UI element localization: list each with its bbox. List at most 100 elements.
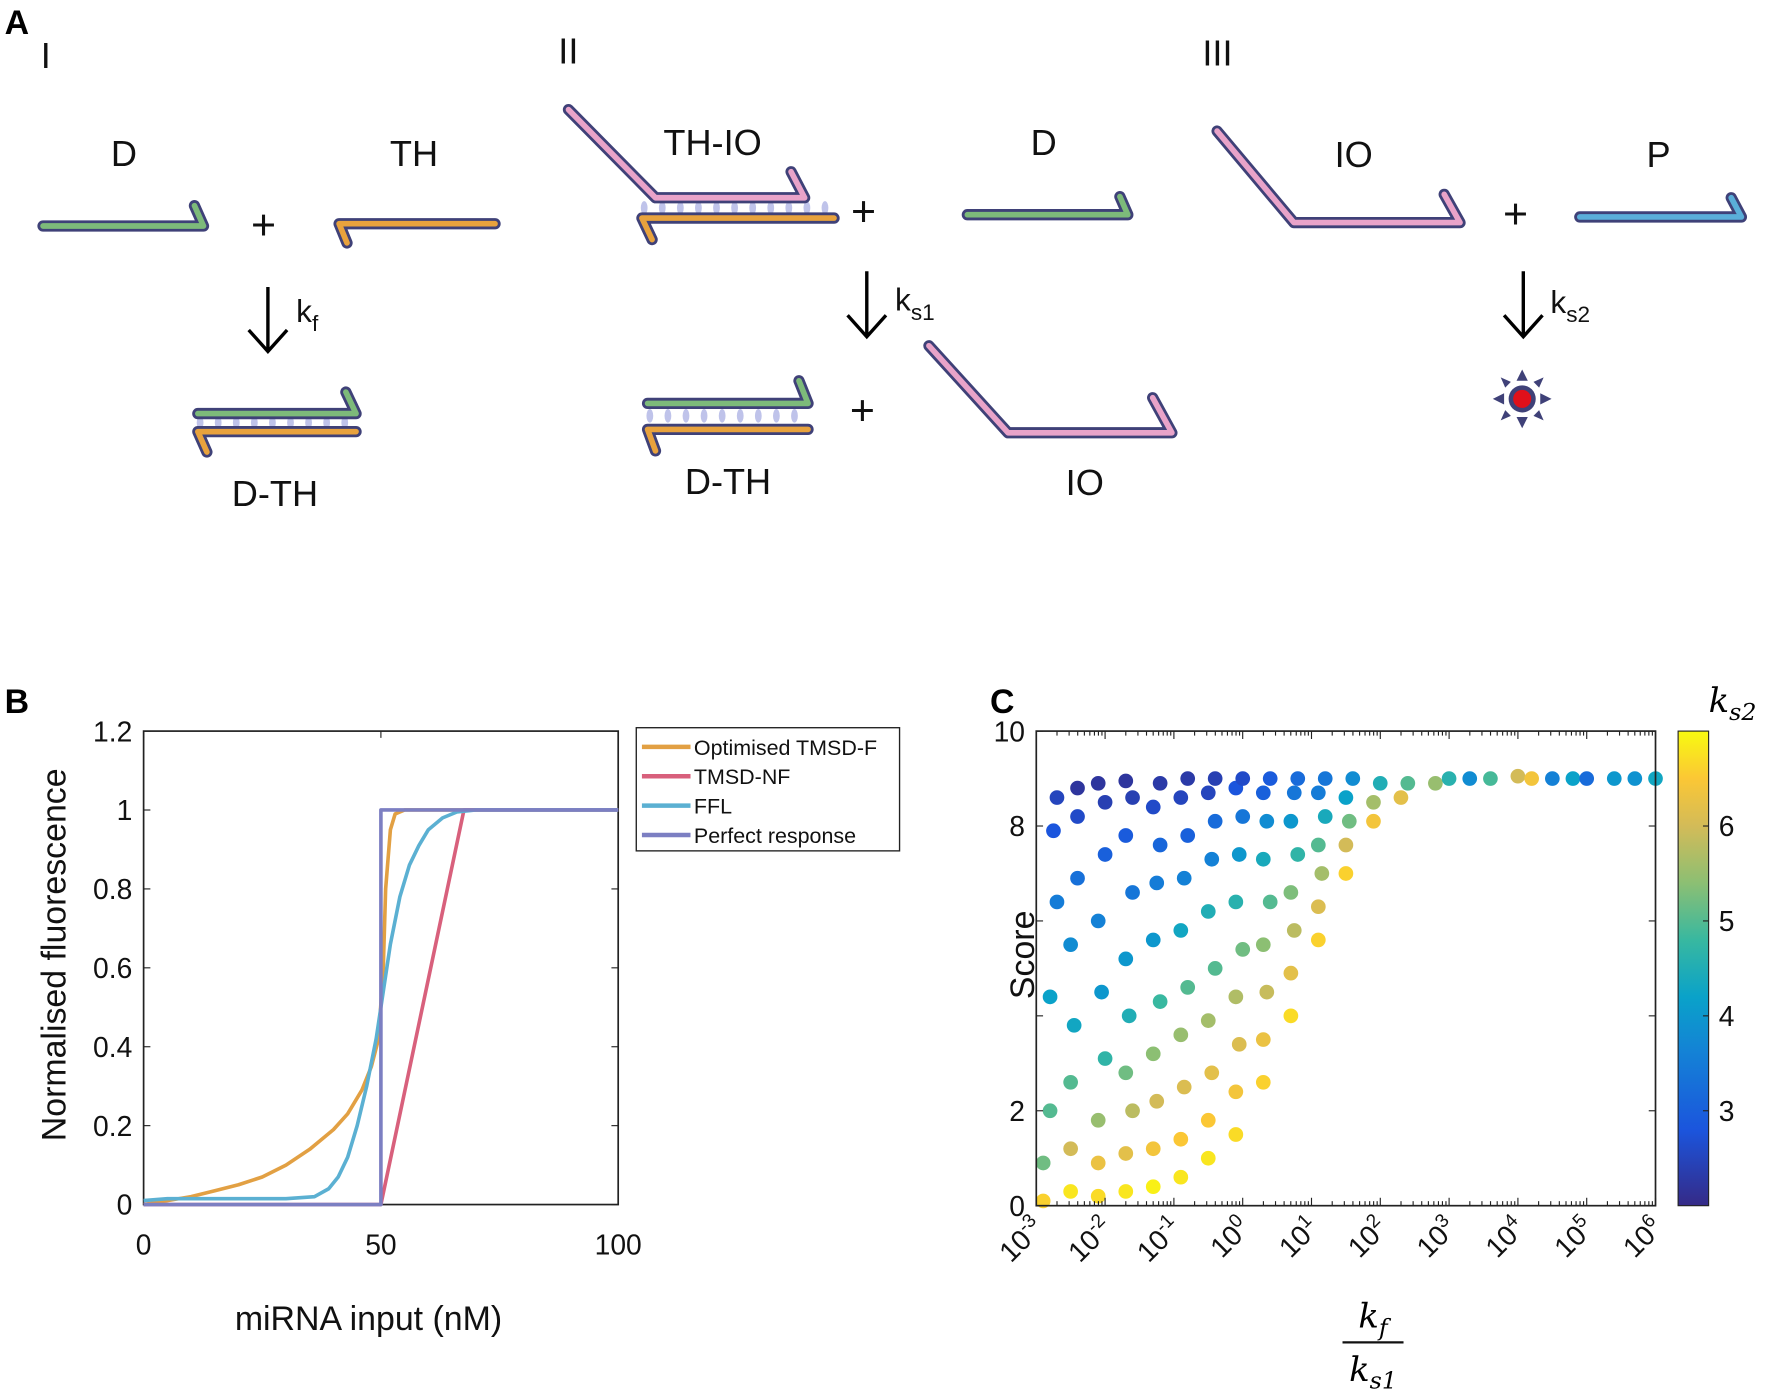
panel-c-scatter-chart: C 0 2 8 10 10-3 10-2 10-1 100 101 102 103 104 105 106… (990, 681, 1756, 1391)
scatter-point (1286, 785, 1302, 801)
scatter-point (1317, 771, 1333, 786)
scatter-point (1393, 790, 1409, 805)
scatter-point (1180, 771, 1196, 786)
scatter-point (1200, 1013, 1216, 1028)
strand-th (636, 212, 840, 246)
scatter-point (1207, 771, 1223, 786)
scatter-point (1283, 965, 1299, 981)
scatter-point (1042, 1103, 1058, 1119)
scatter-point (1090, 1188, 1106, 1204)
x-tick-label: 0 (136, 1228, 152, 1260)
scatter-point (1372, 775, 1388, 791)
x-tick-label: 103 (1409, 1210, 1462, 1263)
legend-label: TMSD-NF (694, 765, 791, 789)
scatter-point (1035, 1155, 1051, 1171)
scatter-point (1579, 771, 1595, 786)
scatter-point (1283, 813, 1299, 829)
scatter-point (1428, 775, 1443, 791)
y-tick-label: 1 (117, 794, 133, 826)
scatter-point (1063, 937, 1078, 953)
scatter-point (1228, 894, 1244, 910)
scatter-point (1063, 1074, 1078, 1090)
scatter-point (1173, 790, 1189, 805)
scatter-point (1176, 1079, 1192, 1095)
x-tick-label: 10-1 (1129, 1210, 1187, 1268)
scatter-point (1255, 785, 1271, 801)
scatter-point (1290, 771, 1306, 786)
base-pairs (640, 201, 829, 215)
species-label-io: IO (1066, 462, 1104, 503)
y-axis-title-c: Score (1004, 911, 1042, 1000)
colorbar-tick-label: 5 (1719, 905, 1735, 937)
step-label-2: II (558, 30, 578, 71)
colorbar (1677, 730, 1710, 1207)
scatter-point (1262, 771, 1278, 786)
scatter-point (1173, 1027, 1189, 1043)
scatter-point (1290, 847, 1306, 862)
scatter-point (1173, 1169, 1189, 1185)
scatter-point (1338, 790, 1354, 805)
scatter-point (1341, 813, 1357, 829)
scatter-point (1200, 1112, 1216, 1128)
scatter-point (1097, 1051, 1113, 1066)
scatter-point (1145, 932, 1161, 948)
scatter-point (1310, 785, 1326, 801)
scatter-point (1145, 799, 1161, 815)
species-label-d-th: D-TH (232, 473, 318, 514)
strand-io (923, 340, 1178, 439)
scatter-point (1094, 984, 1109, 1000)
scatter-point (1255, 851, 1271, 867)
y-axis-title-b: Normalised fluorescence (36, 768, 74, 1141)
scatter-point (1207, 961, 1223, 976)
series-line-optimised-tmsd-f (143, 808, 619, 1207)
plus-sign: + (851, 188, 876, 236)
x-tick-label: 101 (1271, 1210, 1324, 1263)
scatter-point (1483, 771, 1498, 786)
scatter-point (1317, 809, 1333, 824)
y-tick-label: 0.2 (93, 1110, 132, 1142)
scatter-point (1070, 809, 1085, 824)
strand-io (562, 103, 811, 204)
svg-text:ks2: ks2 (1550, 284, 1590, 327)
fluorescent-reporter-icon (1492, 369, 1552, 429)
series-line-ffl (143, 808, 619, 1203)
x-tick-label: 50 (365, 1228, 396, 1260)
legend-label: FFL (694, 795, 732, 819)
scatter-point (1090, 1155, 1106, 1171)
scatter-point (1070, 870, 1085, 886)
scatter-point (1207, 813, 1223, 829)
scatter-point (1152, 994, 1168, 1009)
plot-area-c (1035, 730, 1657, 1207)
x-axis-title-b: miRNA input (nM) (235, 1300, 502, 1338)
scatter-point (1121, 1008, 1137, 1024)
species-label-d: D (1031, 122, 1057, 163)
scatter-point (1524, 771, 1540, 786)
scatter-point (1173, 923, 1189, 938)
legend: Optimised TMSD-F TMSD-NF FFL Perfect respon… (635, 727, 901, 852)
strand-d (961, 190, 1134, 221)
scatter-point (1145, 1046, 1161, 1062)
plus-sign: + (850, 387, 875, 435)
scatter-point (1204, 851, 1220, 867)
panel-a-reaction-diagram: A I II III D TH D-TH TH-IO D D-TH IO IO … (5, 4, 1748, 514)
svg-text:ks2: ks2 (1709, 681, 1757, 726)
svg-text:ks1: ks1 (895, 282, 935, 325)
scatter-point (1063, 1141, 1078, 1157)
panel-label-a: A (5, 4, 29, 42)
x-tick-label: 10-3 (992, 1210, 1050, 1268)
scatter-point (1400, 775, 1416, 791)
panel-b-line-chart: B 0 0.2 0.4 0.6 0.8 1 1.2 0 50 100 miRNA input (n… (5, 683, 901, 1338)
scatter-point (1366, 813, 1381, 829)
scatter-point (1441, 771, 1457, 786)
svg-text:kf: kf (296, 293, 319, 336)
x-tick-label: 104 (1478, 1210, 1532, 1264)
reaction-arrow-kf (247, 287, 289, 354)
scatter-point (1235, 809, 1251, 824)
scatter-point (1231, 847, 1247, 862)
scatter-point (1366, 794, 1381, 810)
scatter-point (1228, 989, 1244, 1005)
svg-text:kf: kf (1358, 1297, 1392, 1342)
scatter-point (1314, 866, 1330, 881)
scatter-point (1262, 894, 1278, 910)
scatter-point (1097, 794, 1113, 810)
